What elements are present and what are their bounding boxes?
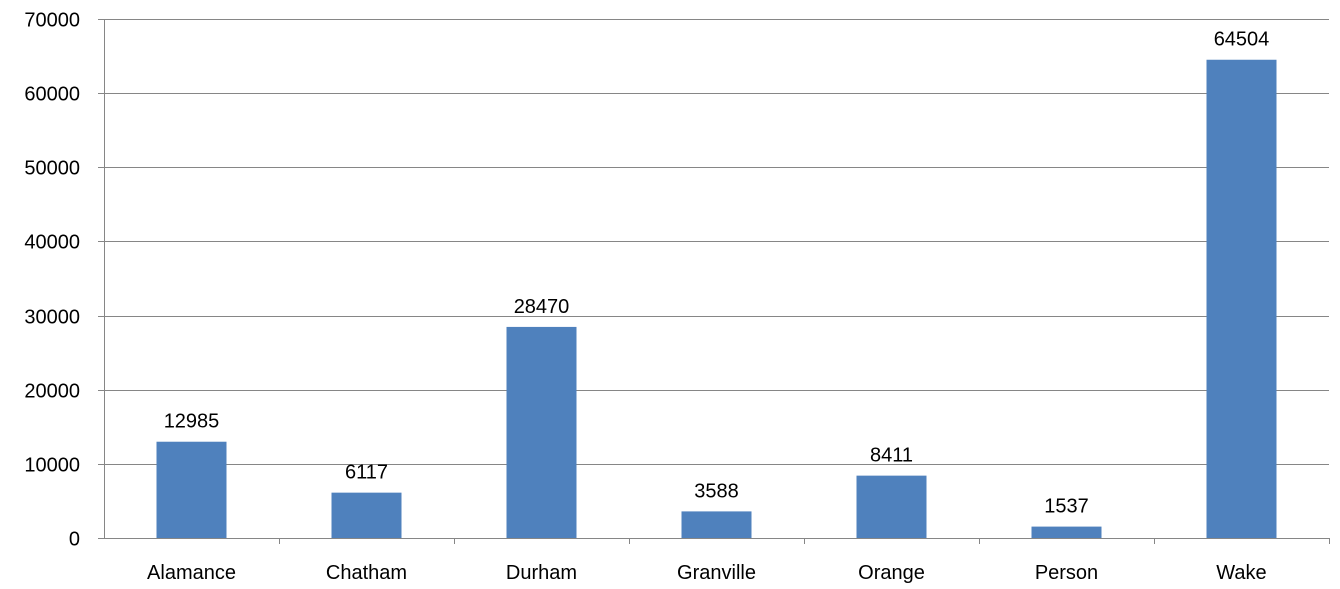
y-tick-label: 50000 [24, 158, 80, 180]
category-label-chatham: Chatham [326, 562, 407, 584]
data-label-chatham: 6117 [345, 462, 388, 484]
category-label-wake: Wake [1216, 562, 1266, 584]
category-label-durham: Durham [506, 562, 577, 584]
y-tick-label: 10000 [24, 455, 80, 477]
y-tick-label: 20000 [24, 381, 80, 403]
axes [98, 19, 1330, 544]
bar-orange [856, 475, 927, 538]
gridlines [104, 19, 1329, 465]
bar-chatham [331, 492, 402, 538]
y-tick-label: 30000 [24, 307, 80, 329]
category-label-granville: Granville [677, 562, 756, 584]
category-label-person: Person [1035, 562, 1098, 584]
category-label-orange: Orange [858, 562, 925, 584]
y-tick-label: 40000 [24, 232, 80, 254]
data-label-orange: 8411 [870, 445, 913, 467]
data-label-alamance: 12985 [164, 411, 220, 433]
y-tick-labels: 0 10000 20000 30000 40000 50000 60000 70000 [24, 10, 80, 551]
x-category-labels: Alamance Chatham Durham Granville Orange Pers… [147, 562, 1267, 584]
y-tick-label: 70000 [24, 10, 80, 32]
bars [156, 59, 1277, 539]
data-label-wake: 64504 [1214, 29, 1270, 51]
data-label-granville: 3588 [694, 480, 739, 502]
data-label-person: 1537 [1044, 496, 1089, 518]
data-label-durham: 28470 [514, 296, 570, 318]
y-tick-label: 0 [69, 529, 80, 551]
bar-durham [506, 326, 577, 538]
bar-person [1031, 526, 1102, 538]
data-labels: 12985 6117 28470 3588 8411 1537 64504 [164, 29, 1270, 518]
bar-granville [681, 511, 752, 538]
category-label-alamance: Alamance [147, 562, 236, 584]
y-tick-label: 60000 [24, 84, 80, 106]
bar-alamance [156, 441, 227, 538]
bar-wake [1206, 59, 1277, 539]
